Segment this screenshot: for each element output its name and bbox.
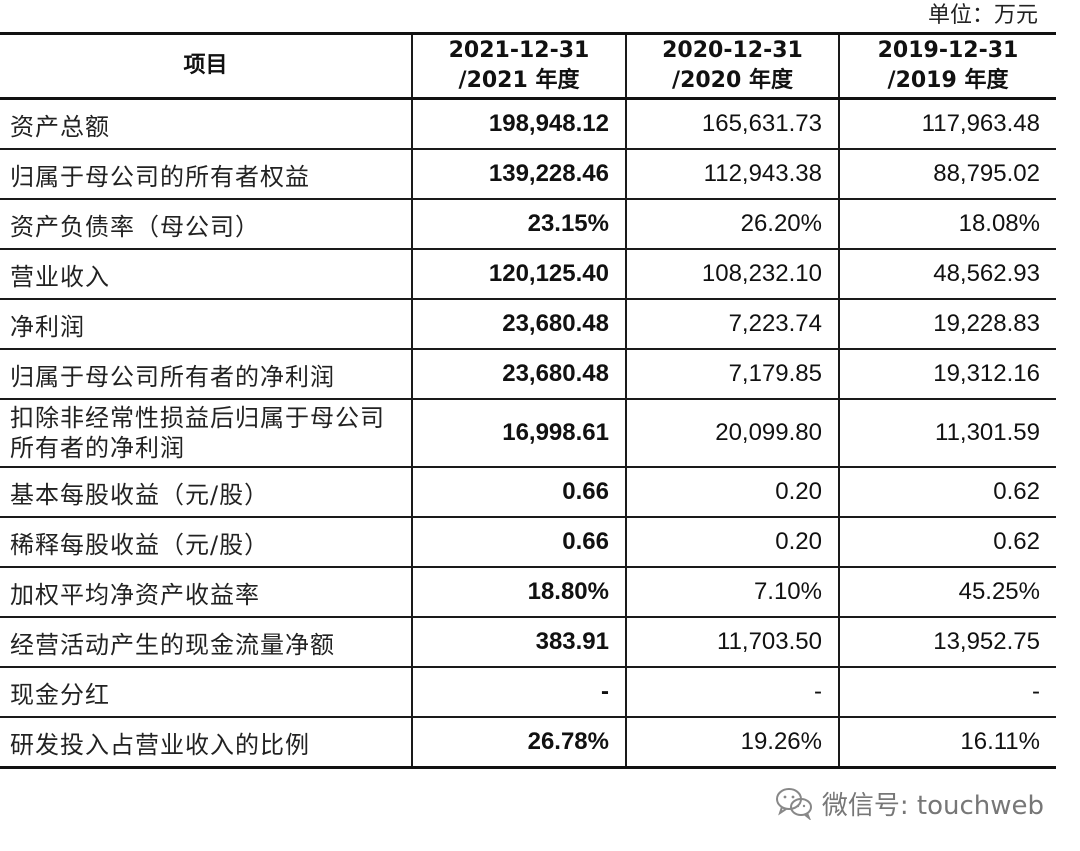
unit-label: 单位：万元 (927, 3, 1038, 28)
value-2019: 19,228.83 (839, 299, 1056, 350)
table-row: 资产负债率（母公司） 23.15% 26.20% 18.08% (0, 199, 1056, 250)
value-2021: 383.91 (412, 617, 627, 668)
value-2021: 23,680.48 (412, 349, 627, 400)
value-2019: 18.08% (839, 199, 1056, 250)
row-label: 归属于母公司的所有者权益 (0, 149, 413, 200)
value-2021: 18.80% (412, 567, 627, 618)
value-2021: 16,998.61 (412, 399, 627, 468)
value-2021: 23,680.48 (412, 299, 627, 350)
row-label: 营业收入 (0, 249, 413, 300)
table-row: 稀释每股收益（元/股） 0.66 0.20 0.62 (0, 517, 1056, 568)
value-2020: 165,631.73 (626, 98, 840, 150)
header-2020: 2020-12-31/2020 年度 (626, 32, 840, 100)
value-2020: - (626, 667, 840, 718)
value-2020: 19.26% (626, 717, 840, 769)
value-2019: 45.25% (839, 567, 1056, 618)
value-2019: 19,312.16 (839, 349, 1056, 400)
table-row: 归属于母公司所有者的净利润 23,680.48 7,179.85 19,312.… (0, 349, 1056, 400)
value-2019: 0.62 (839, 467, 1056, 518)
table-row: 营业收入 120,125.40 108,232.10 48,562.93 (0, 249, 1056, 300)
table-row: 研发投入占营业收入的比例 26.78% 19.26% 16.11% (0, 717, 1056, 769)
value-2020: 7,179.85 (626, 349, 840, 400)
row-label: 稀释每股收益（元/股） (0, 517, 413, 568)
value-2021: 23.15% (412, 199, 627, 250)
row-label: 研发投入占营业收入的比例 (0, 717, 413, 769)
value-2019: 16.11% (839, 717, 1056, 769)
wechat-icon (774, 786, 814, 820)
value-2020: 0.20 (626, 467, 840, 518)
watermark-text: 微信号: touchweb (821, 790, 1044, 821)
value-2019: 88,795.02 (839, 149, 1056, 200)
value-2021: 26.78% (412, 717, 627, 769)
value-2020: 7.10% (626, 567, 840, 618)
table-row: 现金分红 - - - (0, 667, 1056, 718)
value-2021: 198,948.12 (412, 98, 627, 150)
table-row: 基本每股收益（元/股） 0.66 0.20 0.62 (0, 467, 1056, 518)
value-2019: 0.62 (839, 517, 1056, 568)
value-2021: 139,228.46 (412, 149, 627, 200)
header-2021-date: 2021-12-31 (448, 38, 590, 63)
financial-table: 项目 2021-12-31/2021 年度 2020-12-31/2020 年度… (0, 32, 1056, 769)
table-row: 净利润 23,680.48 7,223.74 19,228.83 (0, 299, 1056, 350)
watermark: 微信号: touchweb (774, 781, 1044, 825)
header-2019-date: 2019-12-31 (877, 38, 1019, 63)
value-2020: 7,223.74 (626, 299, 840, 350)
value-2021: 0.66 (412, 467, 627, 518)
table-row: 资产总额 198,948.12 165,631.73 117,963.48 (0, 98, 1056, 150)
value-2021: 120,125.40 (412, 249, 627, 300)
row-label: 净利润 (0, 299, 413, 350)
row-label: 资产总额 (0, 98, 413, 150)
header-2021: 2021-12-31/2021 年度 (412, 32, 627, 100)
table-row: 归属于母公司的所有者权益 139,228.46 112,943.38 88,79… (0, 149, 1056, 200)
header-2019-year: /2019 年度 (887, 68, 1009, 93)
table-row: 扣除非经常性损益后归属于母公司所有者的净利润 16,998.61 20,099.… (0, 399, 1056, 468)
header-item: 项目 (0, 32, 413, 100)
value-2020: 20,099.80 (626, 399, 840, 468)
table-row: 经营活动产生的现金流量净额 383.91 11,703.50 13,952.75 (0, 617, 1056, 668)
value-2019: 11,301.59 (839, 399, 1056, 468)
header-2020-year: /2020 年度 (672, 68, 793, 93)
row-label: 基本每股收益（元/股） (0, 467, 413, 518)
header-2019: 2019-12-31/2019 年度 (839, 32, 1056, 100)
value-2019: 48,562.93 (839, 249, 1056, 300)
row-label: 加权平均净资产收益率 (0, 567, 413, 618)
value-2020: 112,943.38 (626, 149, 840, 200)
table-row: 加权平均净资产收益率 18.80% 7.10% 45.25% (0, 567, 1056, 618)
row-label: 扣除非经常性损益后归属于母公司所有者的净利润 (0, 399, 413, 468)
header-2021-year: /2021 年度 (458, 68, 580, 93)
value-2020: 108,232.10 (626, 249, 840, 300)
row-label: 归属于母公司所有者的净利润 (0, 349, 413, 400)
value-2019: 117,963.48 (839, 98, 1056, 150)
value-2019: - (839, 667, 1056, 718)
row-label: 资产负债率（母公司） (0, 199, 413, 250)
header-row: 项目 2021-12-31/2021 年度 2020-12-31/2020 年度… (0, 32, 1056, 100)
header-item-label: 项目 (183, 53, 228, 78)
value-2020: 0.20 (626, 517, 840, 568)
value-2020: 11,703.50 (626, 617, 840, 668)
row-label: 现金分红 (0, 667, 413, 718)
value-2021: 0.66 (412, 517, 627, 568)
header-2020-date: 2020-12-31 (662, 38, 803, 63)
row-label: 经营活动产生的现金流量净额 (0, 617, 413, 668)
value-2021: - (412, 667, 627, 718)
value-2020: 26.20% (626, 199, 840, 250)
value-2019: 13,952.75 (839, 617, 1056, 668)
